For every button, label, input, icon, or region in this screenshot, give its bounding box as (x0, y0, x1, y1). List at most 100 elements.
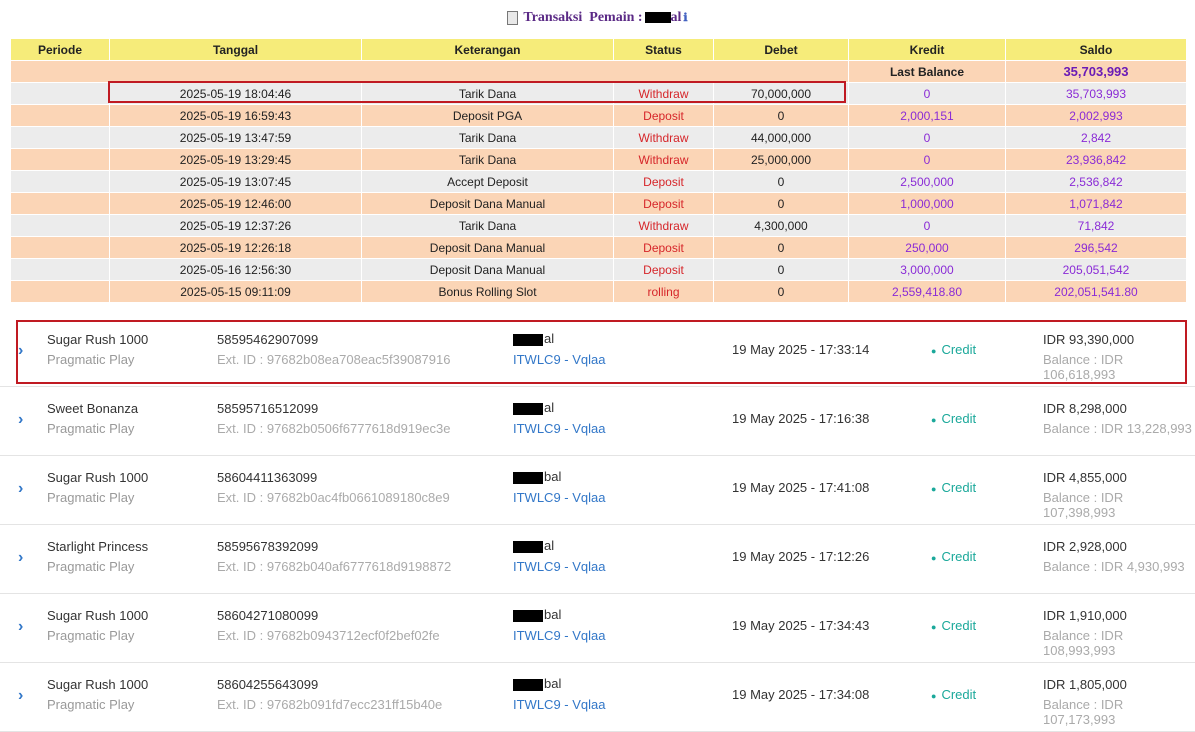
bet-datetime: 19 May 2025 - 17:33:14 (732, 342, 870, 357)
cell-kredit: 3,000,000 (848, 258, 1006, 281)
bet-datetime: 19 May 2025 - 17:41:08 (732, 480, 870, 495)
bet-amount: IDR 4,855,000 (1043, 470, 1127, 485)
cell-periode (10, 258, 110, 281)
cell-status: Withdraw (613, 126, 714, 149)
chevron-right-icon[interactable]: › (18, 687, 24, 704)
bet-amount: IDR 1,805,000 (1043, 677, 1127, 692)
bet-balance: Balance : IDR 107,173,993 (1043, 697, 1124, 727)
cell-kredit: 1,000,000 (848, 192, 1006, 215)
cell-status: Withdraw (613, 82, 714, 105)
transaction-id: 58595462907099 (217, 332, 319, 347)
cell-status: Withdraw (613, 148, 714, 171)
status-dot-icon: ● (931, 414, 937, 425)
cell-tanggal: 2025-05-15 09:11:09 (109, 280, 362, 303)
redaction-block (644, 12, 671, 24)
agent-link[interactable]: ITWLC9 - Vqlaa (513, 490, 606, 505)
player-name: bal (513, 676, 561, 691)
bet-amount: IDR 93,390,000 (1043, 332, 1135, 347)
cell-periode (10, 170, 110, 193)
cell-debet: 0 (713, 192, 849, 215)
agent-link[interactable]: ITWLC9 - Vqlaa (513, 628, 606, 643)
list-item[interactable]: › Sugar Rush 1000 Pragmatic Play 5860425564… (0, 663, 1195, 732)
col-header-tanggal[interactable]: Tanggal (109, 38, 362, 61)
cell-saldo: 71,842 (1005, 214, 1187, 237)
cell-saldo: 205,051,542 (1005, 258, 1187, 281)
credit-label: Credit (941, 342, 977, 357)
chevron-right-icon[interactable]: › (18, 480, 24, 497)
player-name: bal (513, 607, 561, 622)
credit-label: Credit (941, 480, 977, 495)
list-item[interactable]: › Starlight Princess Pragmatic Play 5859567… (0, 525, 1195, 594)
title-prefix: Transaksi (523, 10, 583, 25)
credit-badge: ● Credit (931, 549, 976, 564)
credit-label: Credit (941, 687, 977, 702)
cell-periode (10, 280, 110, 303)
transaction-id: 58595678392099 (217, 539, 319, 554)
col-header-periode[interactable]: Periode (10, 38, 110, 61)
list-item[interactable]: › Sugar Rush 1000 Pragmatic Play 5859546290… (0, 318, 1195, 387)
cell-keterangan: Tarik Dana (361, 148, 614, 171)
cell-keterangan: Deposit Dana Manual (361, 236, 614, 259)
bet-amount: IDR 8,298,000 (1043, 401, 1127, 416)
external-id: Ext. ID : 97682b08ea708eac5f39087916 (217, 352, 451, 367)
external-id: Ext. ID : 97682b091fd7ecc231ff15b40e (217, 697, 443, 712)
cell-keterangan: Deposit Dana Manual (361, 192, 614, 215)
list-item[interactable]: › Sweet Bonanza Pragmatic Play 585957165120… (0, 387, 1195, 456)
col-header-kredit[interactable]: Kredit (848, 38, 1006, 61)
transaction-id: 58604255643099 (217, 677, 319, 692)
cell-saldo: 296,542 (1005, 236, 1187, 259)
bet-amount: IDR 2,928,000 (1043, 539, 1127, 554)
transaction-id: 58604411363099 (217, 470, 318, 485)
external-id: Ext. ID : 97682b0ac4fb0661089180c8e9 (217, 490, 450, 505)
cell-kredit: 2,000,151 (848, 104, 1006, 127)
last-balance-label: Last Balance (848, 60, 1006, 83)
external-id: Ext. ID : 97682b0943712ecf0f2bef02fe (217, 628, 440, 643)
player-name-suffix: al (544, 331, 555, 346)
col-header-keterangan[interactable]: Keterangan (361, 38, 614, 61)
redaction-block (513, 609, 543, 622)
provider-name: Pragmatic Play (47, 490, 135, 505)
status-dot-icon: ● (931, 621, 937, 632)
table-row: 2025-05-19 13:29:45 Tarik Dana Withdraw 25,… (10, 148, 1187, 171)
col-header-debet[interactable]: Debet (713, 38, 849, 61)
col-header-status[interactable]: Status (613, 38, 714, 61)
col-header-saldo[interactable]: Saldo (1005, 38, 1187, 61)
table-row: 2025-05-19 18:04:46 Tarik Dana Withdraw 70,… (10, 82, 1187, 105)
chevron-right-icon[interactable]: › (18, 618, 24, 635)
table-row: 2025-05-19 12:26:18 Deposit Dana Manual De… (10, 236, 1187, 259)
bet-balance: Balance : IDR 107,398,993 (1043, 490, 1124, 520)
cell-kredit: 2,559,418.80 (848, 280, 1006, 303)
page-title: Transaksi Pemain : al ℹ (0, 10, 1195, 26)
info-icon[interactable]: ℹ (683, 12, 688, 24)
list-item[interactable]: › Sugar Rush 1000 Pragmatic Play 5860427108… (0, 594, 1195, 663)
status-dot-icon: ● (931, 552, 937, 563)
agent-link[interactable]: ITWLC9 - Vqlaa (513, 559, 606, 574)
cell-status: Deposit (613, 192, 714, 215)
cell-kredit: 0 (848, 214, 1006, 237)
credit-label: Credit (941, 549, 977, 564)
list-item[interactable]: › Sugar Rush 1000 Pragmatic Play 5860441136… (0, 456, 1195, 525)
chevron-right-icon[interactable]: › (18, 411, 24, 428)
provider-name: Pragmatic Play (47, 421, 135, 436)
agent-link[interactable]: ITWLC9 - Vqlaa (513, 352, 606, 367)
table-row: 2025-05-19 13:07:45 Accept Deposit Deposit… (10, 170, 1187, 193)
chevron-right-icon[interactable]: › (18, 549, 24, 566)
cell-debet: 0 (713, 236, 849, 259)
transaction-id: 58595716512099 (217, 401, 319, 416)
title-label: Pemain : (589, 10, 643, 25)
cell-periode (10, 126, 110, 149)
last-balance-value: 35,703,993 (1005, 60, 1187, 83)
cell-saldo: 202,051,541.80 (1005, 280, 1187, 303)
bet-balance: Balance : IDR 13,228,993 (1043, 421, 1192, 436)
chevron-right-icon[interactable]: › (18, 342, 24, 359)
agent-link[interactable]: ITWLC9 - Vqlaa (513, 697, 606, 712)
cell-debet: 0 (713, 258, 849, 281)
agent-link[interactable]: ITWLC9 - Vqlaa (513, 421, 606, 436)
table-row: 2025-05-15 09:11:09 Bonus Rolling Slot rol… (10, 280, 1187, 303)
player-name-suffix: bal (544, 469, 562, 484)
table-row: 2025-05-19 16:59:43 Deposit PGA Deposit 0 2,… (10, 104, 1187, 127)
cell-periode (10, 82, 110, 105)
player-name: al (513, 400, 554, 415)
external-id: Ext. ID : 97682b0506f6777618d919ec3e (217, 421, 451, 436)
external-id: Ext. ID : 97682b040af6777618d9198872 (217, 559, 452, 574)
